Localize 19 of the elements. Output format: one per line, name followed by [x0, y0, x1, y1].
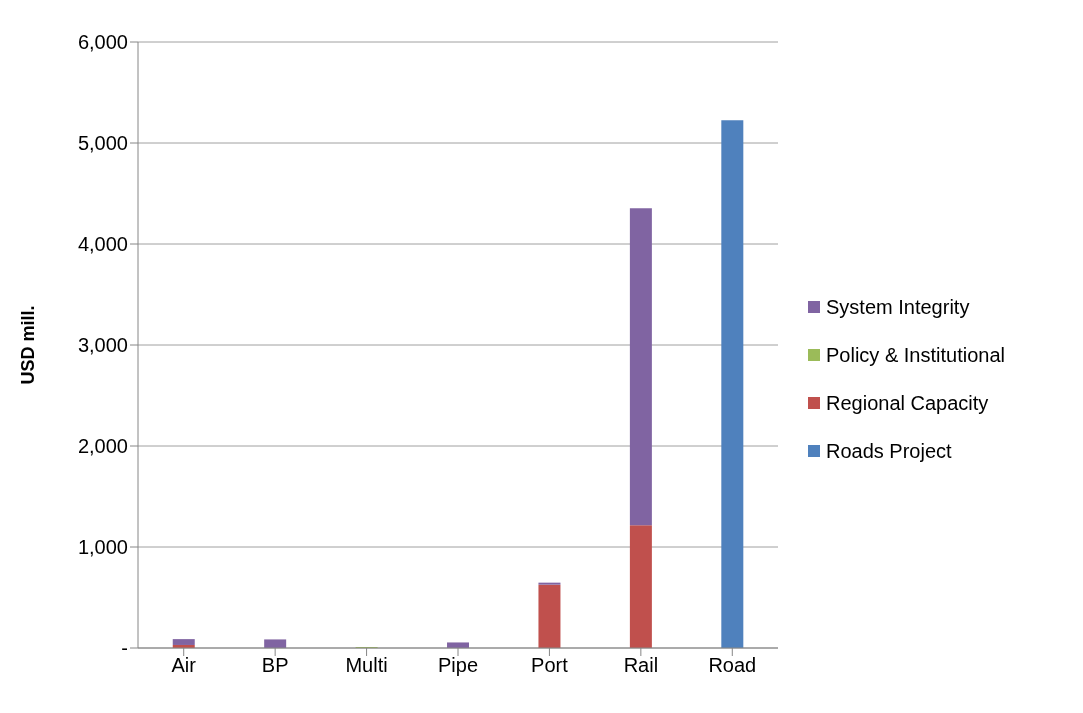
y-tick-label: - — [121, 637, 128, 660]
y-tick-label: 4,000 — [77, 233, 128, 256]
legend-label: Policy & Institutional — [826, 343, 1005, 367]
y-axis-title: USD mill. — [18, 305, 39, 385]
x-tick-label: Rail — [623, 654, 659, 677]
x-tick-label: Port — [531, 654, 569, 677]
y-tick-label: 2,000 — [77, 435, 128, 458]
y-tick-label: 5,000 — [77, 132, 128, 155]
legend-label: Regional Capacity — [826, 391, 989, 415]
legend-label: System Integrity — [826, 295, 970, 319]
y-tick-label: 3,000 — [77, 334, 128, 357]
x-tick-label: Air — [171, 654, 197, 677]
x-tick-label: Multi — [345, 654, 388, 677]
legend-label: Roads Project — [826, 439, 952, 463]
x-tick-label: BP — [261, 654, 289, 677]
y-tick-label: 1,000 — [77, 536, 128, 559]
y-tick-label: 6,000 — [77, 31, 128, 54]
x-tick-label: Pipe — [437, 654, 479, 677]
x-tick-label: Road — [708, 654, 757, 677]
